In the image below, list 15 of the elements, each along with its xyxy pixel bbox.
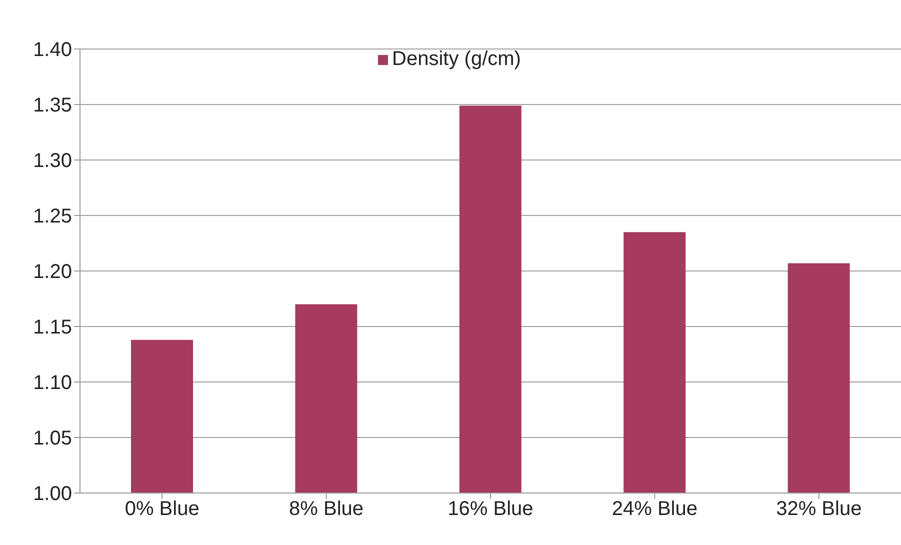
y-tick-label: 1.25 (33, 206, 72, 228)
y-tick-label: 1.00 (33, 483, 72, 506)
x-tick-label: 24% Blue (612, 498, 698, 520)
y-tick-label: 1.40 (33, 39, 72, 62)
y-tick-label: 1.20 (33, 261, 72, 284)
x-tick-label: 0% Blue (124, 498, 200, 520)
y-tick-label: 1.35 (33, 94, 72, 117)
y-tick-label: 1.30 (33, 150, 72, 172)
legend-label: Density (g/cm) (392, 48, 521, 70)
y-tick-label: 1.10 (33, 372, 72, 394)
x-tick-label: 16% Blue (448, 498, 534, 520)
x-tick-label: 32% Blue (776, 498, 862, 520)
y-tick-label: 1.05 (33, 428, 72, 450)
x-tick-label: 8% Blue (289, 498, 364, 520)
y-tick-label: 1.15 (33, 316, 72, 339)
